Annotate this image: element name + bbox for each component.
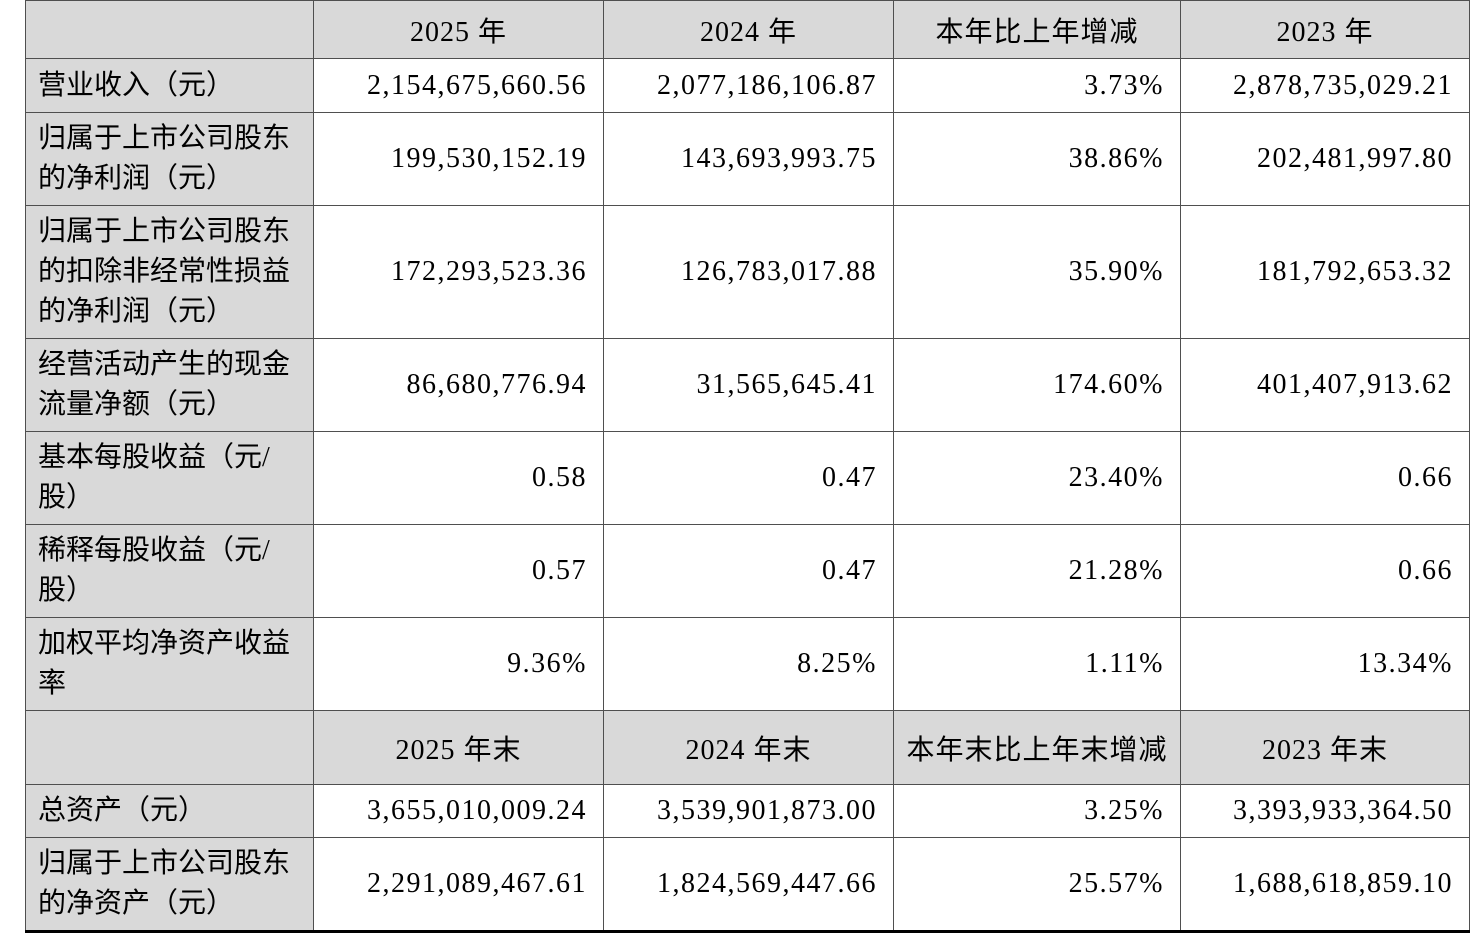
col-header-yoy-change: 本年比上年增减 bbox=[893, 0, 1181, 59]
value-2024: 31,565,645.41 bbox=[603, 338, 894, 432]
value-2024: 0.47 bbox=[603, 431, 894, 525]
row-label: 经营活动产生的现金 流量净额（元） bbox=[25, 338, 314, 432]
corner-cell bbox=[25, 0, 314, 59]
table-row-weighted-roe: 加权平均净资产收益 率 9.36% 8.25% 1.11% 13.34% bbox=[25, 617, 1470, 711]
value-2024: 1,824,569,447.66 bbox=[603, 837, 894, 932]
value-change: 38.86% bbox=[893, 112, 1181, 206]
value-2025: 86,680,776.94 bbox=[313, 338, 604, 432]
value-2023: 181,792,653.32 bbox=[1180, 205, 1470, 339]
value-2024: 8.25% bbox=[603, 617, 894, 711]
value-2025: 199,530,152.19 bbox=[313, 112, 604, 206]
value-2023: 13.34% bbox=[1180, 617, 1470, 711]
value-change: 3.25% bbox=[893, 784, 1181, 838]
value-2023: 3,393,933,364.50 bbox=[1180, 784, 1470, 838]
value-change: 35.90% bbox=[893, 205, 1181, 339]
value-change: 3.73% bbox=[893, 58, 1181, 113]
row-label: 基本每股收益（元/ 股） bbox=[25, 431, 314, 525]
value-2025: 172,293,523.36 bbox=[313, 205, 604, 339]
value-2023: 202,481,997.80 bbox=[1180, 112, 1470, 206]
value-2025: 3,655,010,009.24 bbox=[313, 784, 604, 838]
row-label: 总资产（元） bbox=[25, 784, 314, 838]
header-row-annual: 2025 年 2024 年 本年比上年增减 2023 年 bbox=[25, 0, 1470, 59]
value-2025: 0.57 bbox=[313, 524, 604, 618]
row-label: 归属于上市公司股东 的净资产（元） bbox=[25, 837, 314, 932]
row-label: 加权平均净资产收益 率 bbox=[25, 617, 314, 711]
value-2025: 2,291,089,467.61 bbox=[313, 837, 604, 932]
table-row-diluted-eps: 稀释每股收益（元/ 股） 0.57 0.47 21.28% 0.66 bbox=[25, 524, 1470, 618]
table-row-deducted-net-profit: 归属于上市公司股东 的扣除非经常性损益 的净利润（元） 172,293,523.… bbox=[25, 205, 1470, 339]
header-row-year-end: 2025 年末 2024 年末 本年末比上年末增减 2023 年末 bbox=[25, 710, 1470, 785]
value-change: 23.40% bbox=[893, 431, 1181, 525]
col-header-2024: 2024 年 bbox=[603, 0, 894, 59]
value-2024: 3,539,901,873.00 bbox=[603, 784, 894, 838]
value-change: 25.57% bbox=[893, 837, 1181, 932]
value-2024: 126,783,017.88 bbox=[603, 205, 894, 339]
table-row-operating-cashflow: 经营活动产生的现金 流量净额（元） 86,680,776.94 31,565,6… bbox=[25, 338, 1470, 432]
row-label: 营业收入（元） bbox=[25, 58, 314, 113]
value-2024: 143,693,993.75 bbox=[603, 112, 894, 206]
table-row-net-profit: 归属于上市公司股东 的净利润（元） 199,530,152.19 143,693… bbox=[25, 112, 1470, 206]
value-2023: 1,688,618,859.10 bbox=[1180, 837, 1470, 932]
col-header-2025: 2025 年 bbox=[313, 0, 604, 59]
table-row-net-assets: 归属于上市公司股东 的净资产（元） 2,291,089,467.61 1,824… bbox=[25, 837, 1470, 932]
row-label: 归属于上市公司股东 的扣除非经常性损益 的净利润（元） bbox=[25, 205, 314, 339]
table-row-revenue: 营业收入（元） 2,154,675,660.56 2,077,186,106.8… bbox=[25, 58, 1470, 113]
col-header-2024-end: 2024 年末 bbox=[603, 710, 894, 785]
row-label: 稀释每股收益（元/ 股） bbox=[25, 524, 314, 618]
value-2025: 0.58 bbox=[313, 431, 604, 525]
col-header-2023-end: 2023 年末 bbox=[1180, 710, 1470, 785]
value-2023: 401,407,913.62 bbox=[1180, 338, 1470, 432]
table-row-basic-eps: 基本每股收益（元/ 股） 0.58 0.47 23.40% 0.66 bbox=[25, 431, 1470, 525]
col-header-yearend-change: 本年末比上年末增减 bbox=[893, 710, 1181, 785]
key-financials-table: 2025 年 2024 年 本年比上年增减 2023 年 营业收入（元） 2,1… bbox=[25, 0, 1470, 933]
value-2025: 9.36% bbox=[313, 617, 604, 711]
value-2023: 2,878,735,029.21 bbox=[1180, 58, 1470, 113]
col-header-2023: 2023 年 bbox=[1180, 0, 1470, 59]
value-2025: 2,154,675,660.56 bbox=[313, 58, 604, 113]
row-label: 归属于上市公司股东 的净利润（元） bbox=[25, 112, 314, 206]
corner-cell bbox=[25, 710, 314, 785]
value-change: 1.11% bbox=[893, 617, 1181, 711]
value-change: 174.60% bbox=[893, 338, 1181, 432]
table-row-total-assets: 总资产（元） 3,655,010,009.24 3,539,901,873.00… bbox=[25, 784, 1470, 838]
value-change: 21.28% bbox=[893, 524, 1181, 618]
value-2023: 0.66 bbox=[1180, 524, 1470, 618]
col-header-2025-end: 2025 年末 bbox=[313, 710, 604, 785]
value-2024: 2,077,186,106.87 bbox=[603, 58, 894, 113]
value-2023: 0.66 bbox=[1180, 431, 1470, 525]
value-2024: 0.47 bbox=[603, 524, 894, 618]
